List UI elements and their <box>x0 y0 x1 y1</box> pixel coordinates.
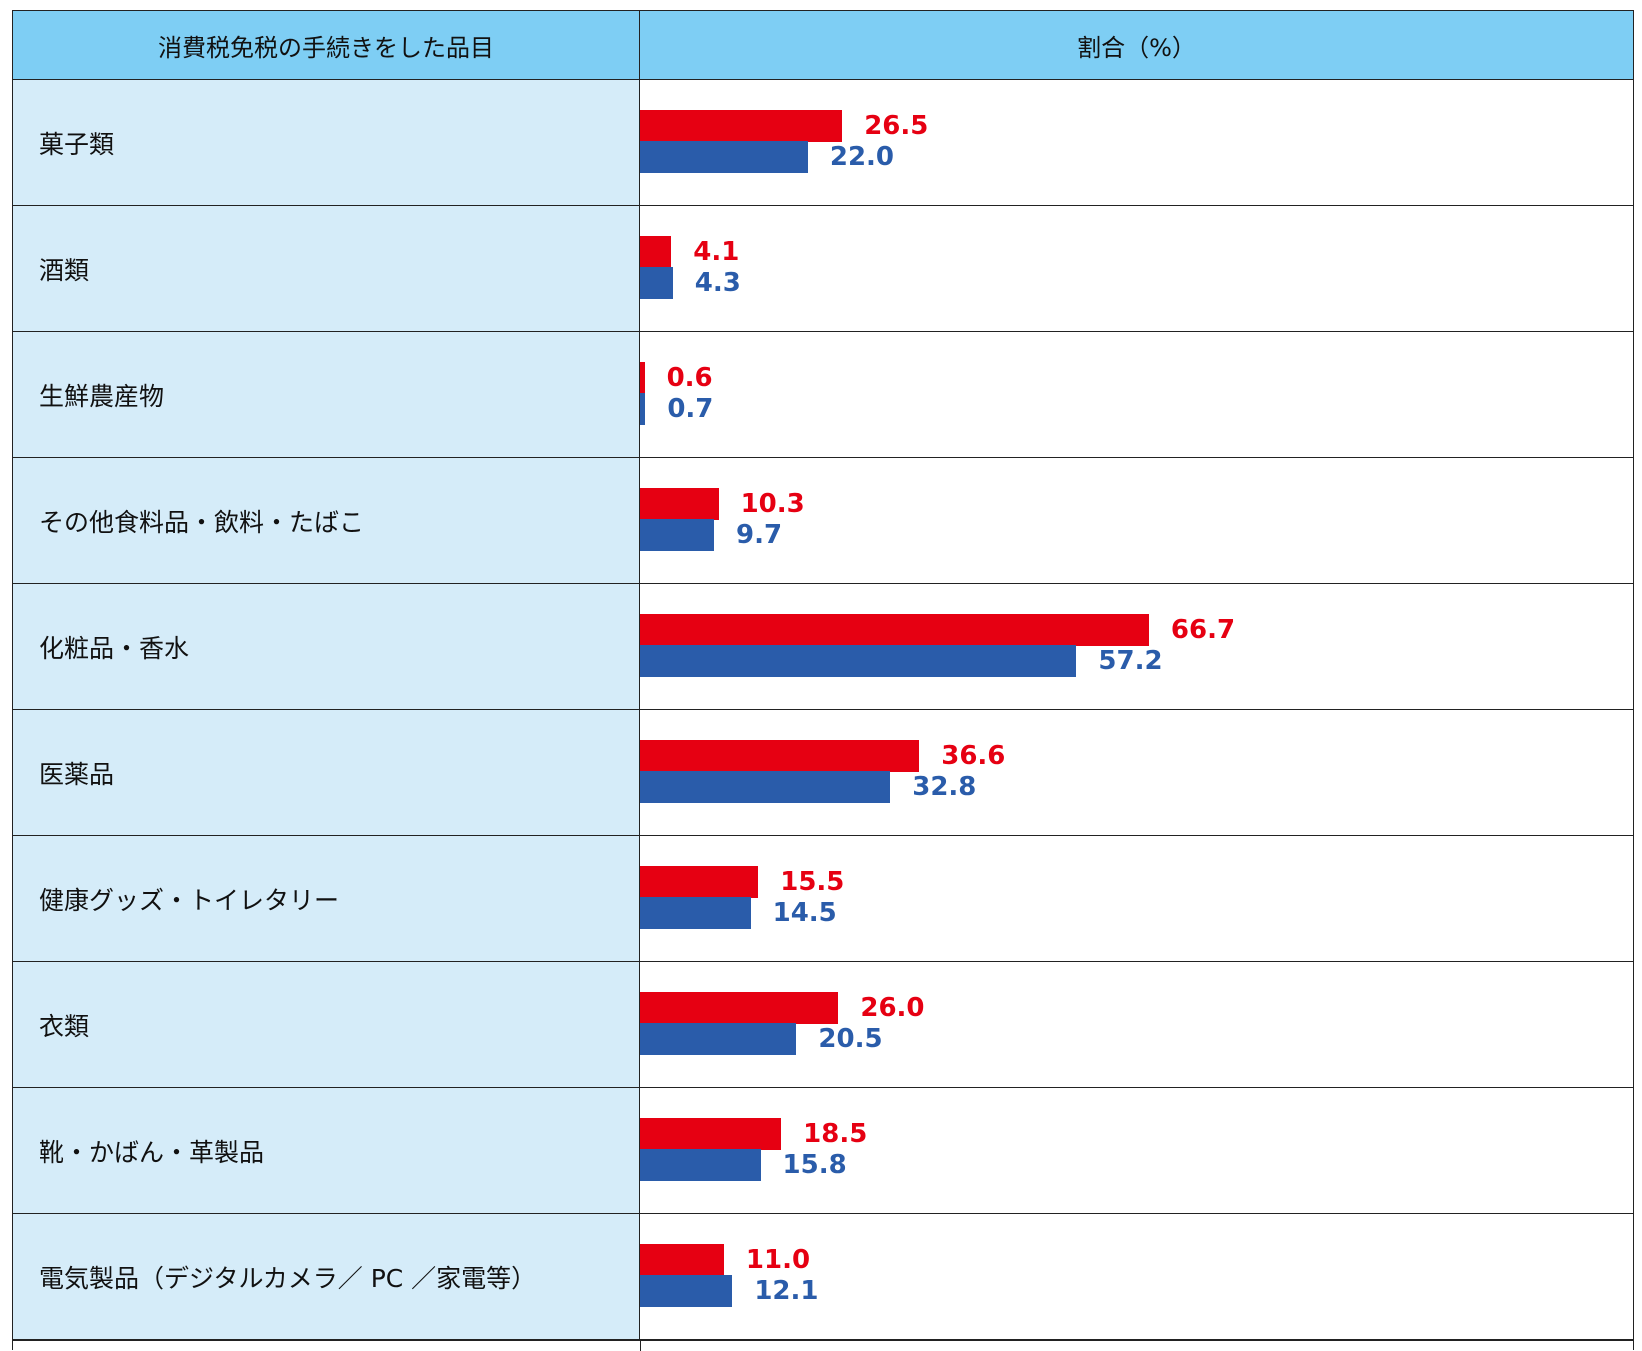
value-label-red: 0.6 <box>666 363 713 393</box>
bar-red <box>640 236 672 268</box>
value-label-blue: 9.7 <box>736 520 783 550</box>
bar-blue <box>640 897 751 929</box>
category-label: 酒類 <box>13 206 640 331</box>
bar-blue <box>640 519 714 551</box>
table-row: 化粧品・香水 66.7 57.2 <box>12 584 1634 710</box>
value-label-blue: 12.1 <box>754 1276 819 1306</box>
bar-red <box>640 110 843 142</box>
bar-cell: 18.5 15.8 <box>640 1088 1633 1213</box>
bar-blue <box>640 267 673 299</box>
bar-cell: 26.5 22.0 <box>640 80 1633 205</box>
table-row: 靴・かばん・革製品 18.5 15.8 <box>12 1088 1634 1214</box>
value-label-blue: 14.5 <box>772 898 837 928</box>
bar-red <box>640 740 920 772</box>
bar-cell: 10.3 9.7 <box>640 458 1633 583</box>
table-row: 衣類 26.0 20.5 <box>12 962 1634 1088</box>
bar-red <box>640 1244 724 1276</box>
bar-blue <box>640 1023 797 1055</box>
value-label-red: 4.1 <box>693 237 740 267</box>
bar-red <box>640 866 759 898</box>
value-label-blue: 0.7 <box>667 394 714 424</box>
category-table: 消費税免税の手続きをした品目 割合（%） 菓子類 26.5 22.0 酒類 4.1 4.3… <box>12 10 1634 1340</box>
bar-blue <box>640 141 808 173</box>
value-label-red: 18.5 <box>803 1119 868 1149</box>
bar-blue <box>640 1275 733 1307</box>
value-label-red: 66.7 <box>1170 615 1236 645</box>
bar-cell: 4.1 4.3 <box>640 206 1633 331</box>
table-row: 酒類 4.1 4.3 <box>12 206 1634 332</box>
table-row: 菓子類 26.5 22.0 <box>12 80 1634 206</box>
header-item: 消費税免税の手続きをした品目 <box>13 11 640 79</box>
table-row: 電気製品（デジタルカメラ／ PC ／家電等） 11.0 12.1 <box>12 1214 1634 1340</box>
bar-cell: 26.0 20.5 <box>640 962 1633 1087</box>
value-label-red: 10.3 <box>740 489 805 519</box>
category-label: 医薬品 <box>13 710 640 835</box>
bar-cell: 11.0 12.1 <box>640 1214 1633 1339</box>
value-label-red: 15.5 <box>780 867 845 897</box>
table-row: その他食料品・飲料・たばこ 10.3 9.7 <box>12 458 1634 584</box>
category-label: 生鮮農産物 <box>13 332 640 457</box>
table-row: 医薬品 36.6 32.8 <box>12 710 1634 836</box>
table-body: 菓子類 26.5 22.0 酒類 4.1 4.3 生鮮農産物 0.6 0.7 その他食料品・飲料・… <box>12 80 1634 1340</box>
table-row: 健康グッズ・トイレタリー 15.5 14.5 <box>12 836 1634 962</box>
bar-blue <box>640 771 891 803</box>
category-label: 靴・かばん・革製品 <box>13 1088 640 1213</box>
category-label: 衣類 <box>13 962 640 1087</box>
bar-cell: 15.5 14.5 <box>640 836 1633 961</box>
value-label-blue: 15.8 <box>782 1150 847 1180</box>
bar-red <box>640 488 719 520</box>
bar-red <box>640 1118 782 1150</box>
table-header: 消費税免税の手続きをした品目 割合（%） <box>12 10 1634 80</box>
value-label-red: 11.0 <box>745 1245 811 1275</box>
value-label-red: 26.5 <box>864 111 929 141</box>
bar-blue <box>640 393 646 425</box>
category-label: 菓子類 <box>13 80 640 205</box>
category-label: 化粧品・香水 <box>13 584 640 709</box>
value-label-blue: 4.3 <box>694 268 741 298</box>
bar-cell: 36.6 32.8 <box>640 710 1633 835</box>
value-label-blue: 57.2 <box>1098 646 1163 676</box>
bar-red <box>640 362 645 394</box>
bar-blue <box>640 1149 761 1181</box>
category-label: 健康グッズ・トイレタリー <box>13 836 640 961</box>
category-label: その他食料品・飲料・たばこ <box>13 458 640 583</box>
value-label-blue: 32.8 <box>912 772 977 802</box>
category-label: 電気製品（デジタルカメラ／ PC ／家電等） <box>13 1214 640 1339</box>
bar-red <box>640 614 1149 646</box>
value-label-blue: 20.5 <box>818 1024 883 1054</box>
value-label-blue: 22.0 <box>829 142 895 172</box>
bar-cell: 66.7 57.2 <box>640 584 1633 709</box>
header-ratio: 割合（%） <box>1077 33 1196 62</box>
value-label-red: 36.6 <box>941 741 1006 771</box>
bar-cell: 0.6 0.7 <box>640 332 1633 457</box>
bar-blue <box>640 645 1077 677</box>
value-label-red: 26.0 <box>860 993 925 1023</box>
table-row: 生鮮農産物 0.6 0.7 <box>12 332 1634 458</box>
bar-red <box>640 992 839 1024</box>
